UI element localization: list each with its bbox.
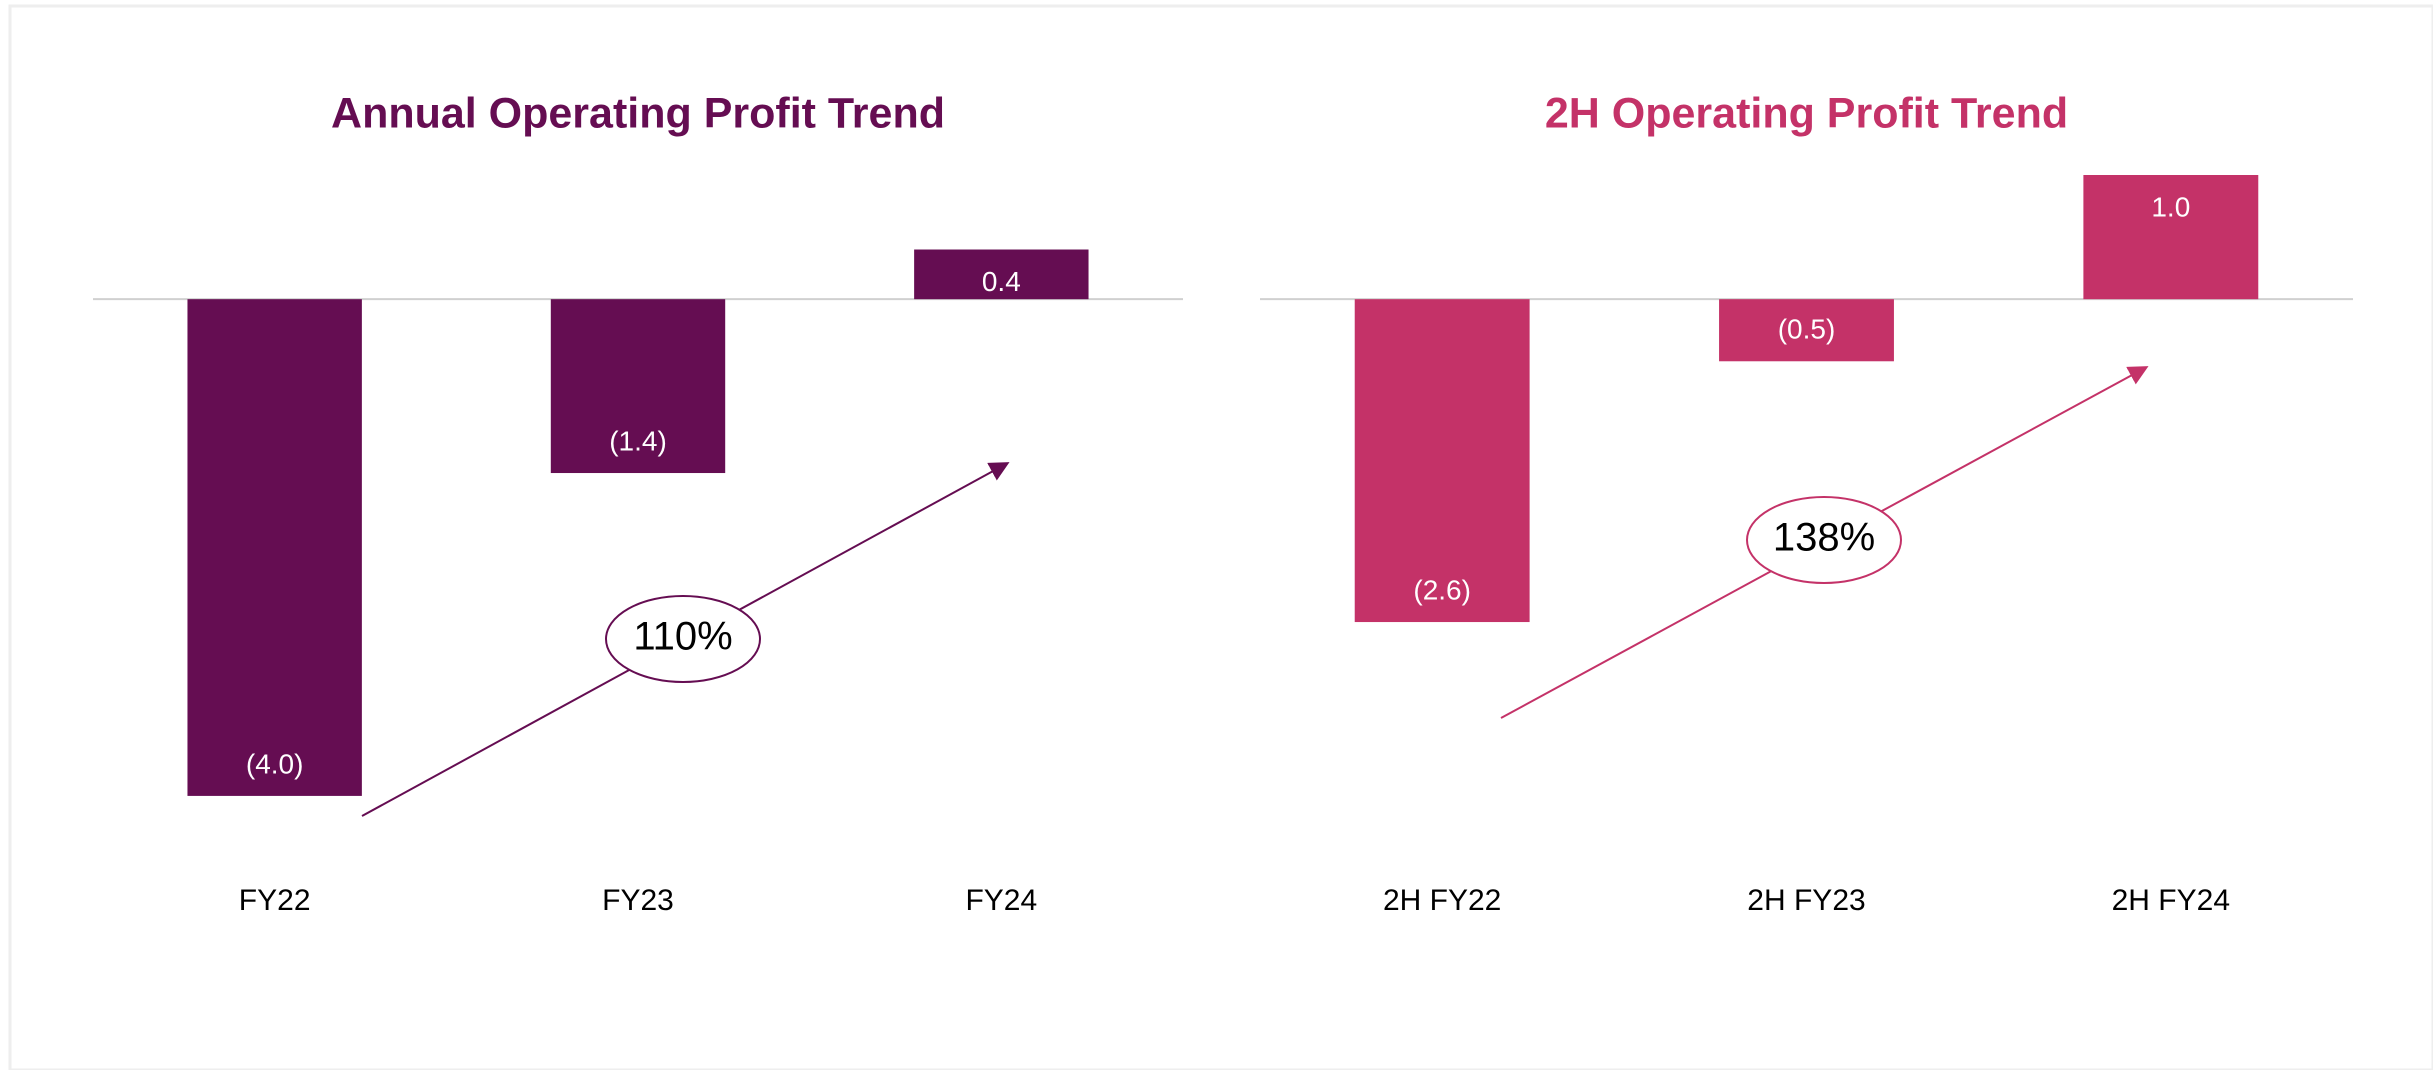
bar (1354, 299, 1530, 623)
x-tick-label: FY24 (965, 884, 1037, 917)
x-tick-label: FY22 (239, 884, 311, 917)
bar (550, 299, 726, 474)
annotation-bubble (1746, 496, 1902, 584)
x-tick-label: 2H FY24 (2112, 884, 2230, 917)
data-label: (0.5) (1778, 314, 1836, 345)
x-tick-label: 2H FY22 (1383, 884, 1501, 917)
bar (914, 249, 1089, 300)
x-tick-label: 2H FY23 (1747, 884, 1865, 917)
bar (187, 299, 362, 796)
data-label: (4.0) (246, 748, 304, 779)
data-label: 1.0 (2151, 191, 2190, 222)
annotation: 138% (1773, 516, 1875, 560)
data-label: 0.4 (982, 266, 1021, 297)
annotation-bubble (605, 595, 761, 683)
bar (2083, 175, 2259, 300)
annotation: 110% (633, 615, 732, 659)
chart-title: Annual Operating Profit Trend (331, 89, 945, 137)
frame (8, 4, 2433, 1070)
bar (1719, 299, 1894, 362)
data-label: (1.4) (609, 425, 667, 456)
x-tick-label: FY23 (602, 884, 674, 917)
data-label: (2.6) (1413, 574, 1471, 605)
chart-title: 2H Operating Profit Trend (1545, 89, 2068, 137)
